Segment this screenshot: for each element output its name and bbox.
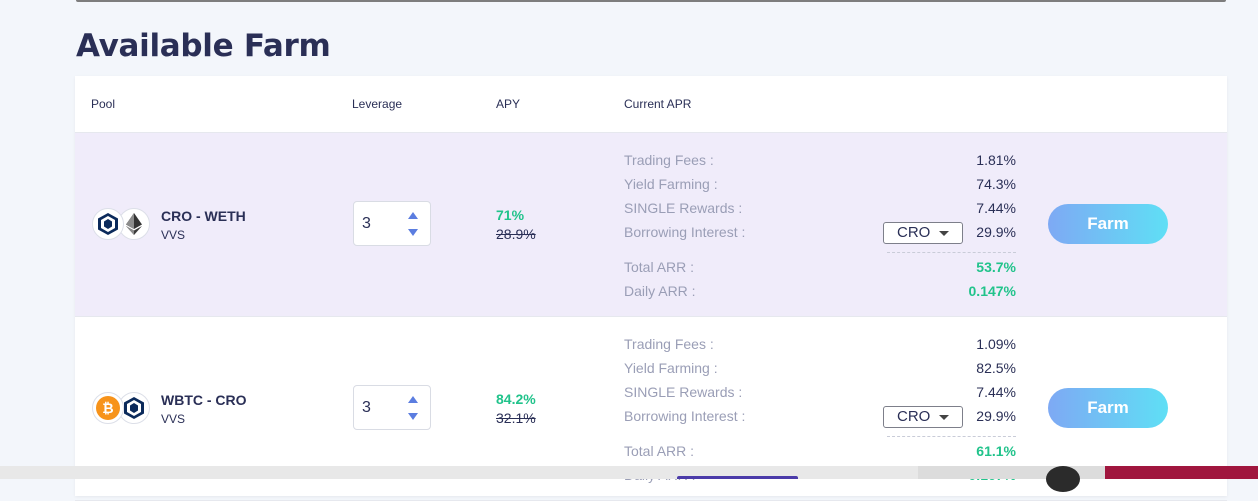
cro-token-icon — [92, 208, 124, 240]
yield-farming-label: Yield Farming : — [624, 360, 718, 376]
apy-previous-value: 32.1% — [496, 410, 536, 426]
header-leverage: Leverage — [352, 97, 403, 111]
header-apy: APY — [496, 97, 521, 111]
single-rewards-label: SINGLE Rewards : — [624, 200, 743, 216]
pool-token-pair — [92, 208, 150, 242]
page-title: Available Farm — [76, 28, 331, 64]
apy-value: 84.2% — [496, 391, 536, 407]
borrowing-interest-label: Borrowing Interest : — [624, 408, 746, 424]
header-current-apr: Current APR — [624, 97, 692, 111]
farm-button[interactable]: Farm — [1048, 388, 1168, 428]
btc-token-icon: ₿ — [92, 392, 124, 424]
single-rewards-value: 7.44% — [976, 384, 1016, 400]
leverage-stepper[interactable]: 3 — [353, 385, 431, 430]
leverage-value: 3 — [362, 399, 371, 416]
borrow-token-select[interactable]: CRO — [883, 406, 963, 428]
header-pool: Pool — [91, 97, 116, 111]
apr-breakdown: Trading Fees : 1.81% Yield Farming : 74.… — [624, 150, 1016, 305]
trading-fees-label: Trading Fees : — [624, 152, 714, 168]
trading-fees-label: Trading Fees : — [624, 336, 714, 352]
pool-dex: VVS — [161, 228, 186, 242]
farm-button[interactable]: Farm — [1048, 204, 1168, 244]
trading-fees-value: 1.81% — [976, 152, 1016, 168]
apy-previous-value: 28.9% — [496, 226, 536, 242]
decrement-arrow-icon[interactable] — [408, 229, 418, 236]
table-row: CRO - WETH VVS 3 71% 28.9% Trading Fees … — [75, 133, 1227, 317]
total-arr-label: Total ARR : — [624, 259, 695, 275]
pool-name: WBTC - CRO — [161, 392, 247, 408]
single-rewards-label: SINGLE Rewards : — [624, 384, 743, 400]
increment-arrow-icon[interactable] — [408, 396, 418, 403]
pool-name: CRO - WETH — [161, 208, 246, 224]
total-arr-value: 61.1% — [976, 443, 1016, 459]
decrement-arrow-icon[interactable] — [408, 413, 418, 420]
taskbar-accent-panel — [1105, 466, 1258, 479]
apr-divider — [887, 252, 1016, 253]
borrowing-interest-label: Borrowing Interest : — [624, 224, 746, 240]
chevron-down-icon — [939, 231, 949, 236]
total-arr-value: 53.7% — [976, 259, 1016, 275]
total-arr-label: Total ARR : — [624, 443, 695, 459]
daily-arr-label: Daily ARR : — [624, 283, 696, 299]
trading-fees-value: 1.09% — [976, 336, 1016, 352]
chevron-down-icon — [939, 415, 949, 420]
single-rewards-value: 7.44% — [976, 200, 1016, 216]
pool-dex: VVS — [161, 412, 186, 426]
leverage-value: 3 — [362, 215, 371, 232]
borrowing-interest-value: 29.9% — [976, 408, 1016, 424]
apy-value: 71% — [496, 207, 525, 223]
leverage-stepper[interactable]: 3 — [353, 201, 431, 246]
yield-farming-value: 74.3% — [976, 176, 1016, 192]
apr-divider — [887, 436, 1016, 437]
borrow-token-value: CRO — [897, 224, 931, 241]
svg-text:₿: ₿ — [102, 401, 113, 417]
taskbar-active-item[interactable] — [677, 476, 798, 479]
farm-table: Pool Leverage APY Current APR — [75, 76, 1227, 501]
borrow-token-select[interactable]: CRO — [883, 222, 963, 244]
daily-arr-value: 0.147% — [968, 283, 1016, 299]
table-header: Pool Leverage APY Current APR — [75, 76, 1227, 133]
yield-farming-value: 82.5% — [976, 360, 1016, 376]
borrow-token-value: CRO — [897, 408, 931, 425]
top-divider — [76, 0, 1226, 2]
borrowing-interest-value: 29.9% — [976, 224, 1016, 240]
yield-farming-label: Yield Farming : — [624, 176, 718, 192]
pool-token-pair: ₿ — [92, 392, 150, 426]
increment-arrow-icon[interactable] — [408, 212, 418, 219]
taskbar-badge[interactable] — [1046, 466, 1080, 492]
